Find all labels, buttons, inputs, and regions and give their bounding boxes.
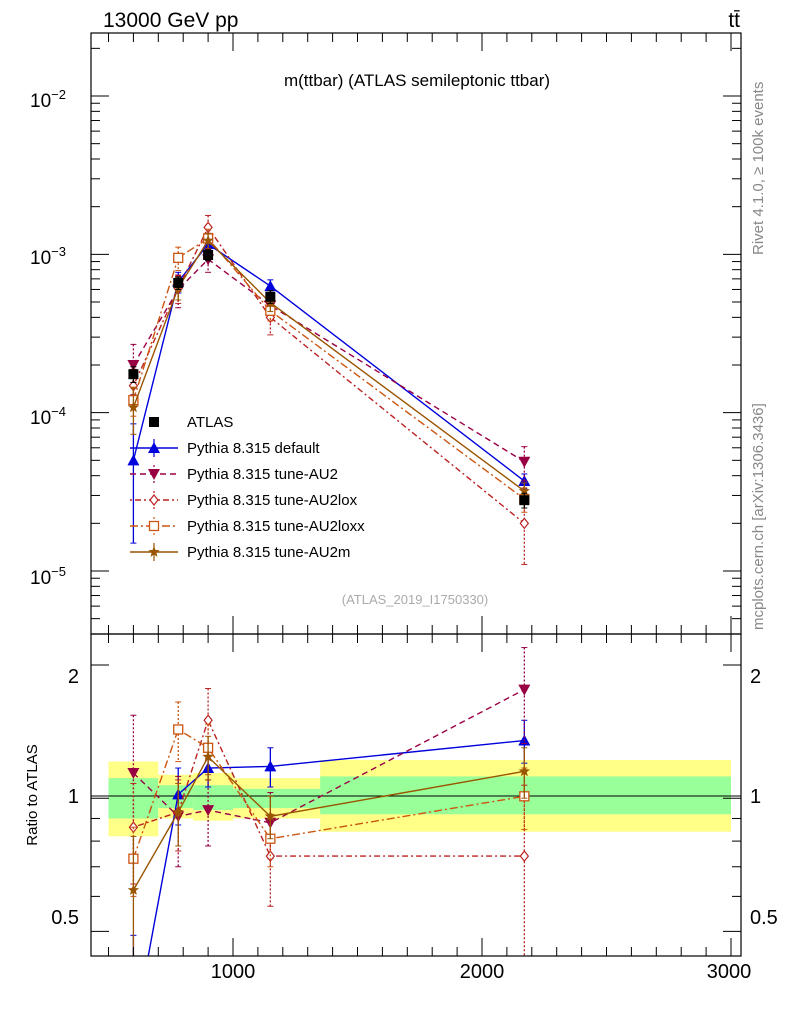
ratio-au2lox-point: [519, 850, 530, 863]
ratio-au2m-point: [127, 884, 140, 895]
main-atlas-point: [203, 250, 214, 261]
main-au2lox-point: [519, 517, 530, 530]
ratio-au2-point: [518, 684, 531, 696]
ratio-y-axis-label: Ratio to ATLAS: [24, 744, 41, 845]
main-y-tick-label: 10−2: [30, 87, 66, 112]
main-y-ticks: [91, 33, 741, 635]
main-au2loxx-point: [173, 252, 184, 264]
analysis-id-label: (ATLAS_2019_I1750330): [342, 592, 488, 607]
rivet-version-label: Rivet 4.1.0, ≥ 100k events: [750, 82, 767, 255]
ratio-panel: Ratio to ATLAS 2 1 0.5 2 1 0.5 1000 2000…: [24, 633, 778, 983]
ratio-y-tick-label-right: 2: [750, 666, 761, 688]
legend-marker-atlas: [149, 417, 159, 427]
main-default-point: [127, 454, 140, 466]
main-au2m-series: [127, 232, 530, 501]
legend-label-default: Pythia 8.315 default: [187, 440, 320, 457]
main-y-tick-labels: 10−5 10−4 10−3 10−2: [30, 87, 66, 589]
legend-marker-au2lox: [149, 494, 159, 506]
ratio-y-tick-label-right: 0.5: [750, 907, 778, 929]
ratio-au2loxx-point: [173, 724, 184, 735]
main-y-tick-label: 10−4: [30, 404, 66, 429]
ratio-au2-series: [127, 647, 531, 868]
legend-label-au2: Pythia 8.315 tune-AU2: [187, 466, 338, 483]
main-atlas-point: [128, 369, 139, 380]
ratio-default-point: [264, 760, 277, 772]
legend-label-atlas: ATLAS: [187, 414, 233, 431]
ratio-au2-point: [202, 805, 215, 817]
main-atlas-point: [265, 291, 276, 302]
x-tick-label: 1000: [211, 961, 256, 983]
ratio-y-tick-label: 1: [68, 786, 79, 808]
main-au2-point: [518, 456, 531, 468]
header-process-label: tt̄: [728, 9, 740, 32]
legend-label-au2lox: Pythia 8.315 tune-AU2lox: [187, 492, 358, 509]
main-au2-line: [132, 258, 525, 463]
legend: ATLAS Pythia 8.315 default Pythia 8.315 …: [130, 414, 365, 561]
main-au2lox-point: [203, 221, 213, 234]
main-y-tick-label: 10−3: [30, 244, 66, 269]
ratio-clipped-group: [127, 647, 531, 956]
ratio-bands: [108, 759, 731, 837]
ratio-panel-frame: [90, 633, 742, 957]
main-au2m-point: [202, 234, 214, 246]
ratio-au2m-point: [518, 765, 530, 777]
legend-label-au2m: Pythia 8.315 tune-AU2m: [187, 544, 350, 561]
ratio-series-group: [127, 647, 531, 956]
ratio-ticks: [91, 634, 741, 956]
ratio-y-tick-label-right: 1: [750, 786, 761, 808]
main-series-group: [127, 214, 531, 565]
legend-marker-default: [148, 442, 160, 453]
ratio-band-inner: [233, 788, 321, 809]
main-y-tick-label: 10−5: [30, 564, 66, 589]
legend-marker-au2m: [148, 546, 160, 557]
main-atlas-point: [519, 495, 530, 506]
ratio-y-tick-label: 2: [68, 666, 79, 688]
main-atlas-point: [173, 277, 184, 288]
x-tick-label: 3000: [707, 961, 752, 983]
legend-marker-au2loxx: [148, 520, 160, 532]
header-energy-label: 13000 GeV pp: [103, 9, 238, 32]
source-label: mcplots.cern.ch [arXiv:1306.3436]: [750, 403, 767, 630]
main-atlas-series: [128, 249, 530, 509]
main-panel: m(ttbar) (ATLAS semileptonic ttbar) (ATL…: [30, 32, 742, 635]
main-au2m-point: [518, 485, 530, 496]
ratio-au2m-point: [264, 810, 277, 822]
legend-marker-au2: [148, 469, 160, 480]
legend-label-au2loxx: Pythia 8.315 tune-AU2loxx: [187, 518, 365, 535]
ratio-au2m-point: [202, 750, 214, 762]
ratio-au2-point: [127, 768, 140, 780]
ratio-au2m-series: [127, 735, 530, 956]
main-au2-point: [127, 360, 140, 372]
ratio-au2m-point: [172, 806, 184, 817]
main-au2loxx-line: [132, 237, 525, 500]
x-tick-label: 2000: [460, 961, 505, 983]
main-au2m-point: [127, 401, 140, 413]
main-title: m(ttbar) (ATLAS semileptonic ttbar): [284, 71, 550, 90]
main-default-point: [264, 280, 277, 292]
ratio-y-tick-label: 0.5: [51, 907, 79, 929]
